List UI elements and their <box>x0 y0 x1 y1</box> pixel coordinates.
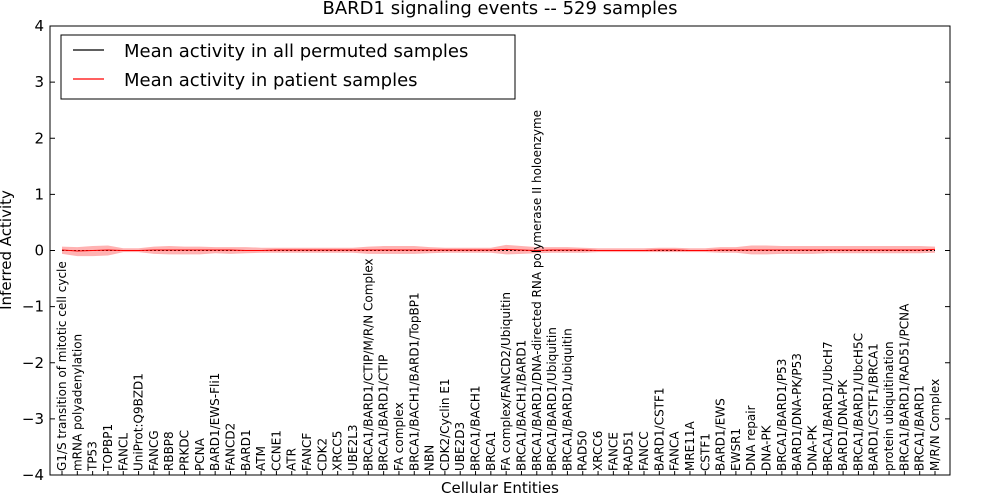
x-tick-label: BRCA1/BARD1/ubiquitin <box>560 328 574 471</box>
x-tick-label: CDK2/Cyclin E1 <box>438 378 452 471</box>
series-layer <box>61 248 936 252</box>
x-tick-label: BARD1/DNA-PK <box>836 379 850 471</box>
y-tick-label: −1 <box>22 298 44 316</box>
x-tick-label: BRCA1/BARD1/P53 <box>775 359 789 471</box>
x-tick-label: PCNA <box>193 437 207 471</box>
x-tick-label: mRNA polyadenylation <box>70 334 84 471</box>
x-tick-label: FANCG <box>147 430 161 471</box>
legend-box <box>60 34 516 100</box>
x-tick-label: TP53 <box>86 441 100 472</box>
x-tick-label: RBBP8 <box>162 431 176 471</box>
x-axis: G1/S transition of mitotic cell cycle mRN… <box>55 110 942 475</box>
x-tick-label: BRCA1/BARD1/Ubiquitin <box>545 327 559 471</box>
y-tick-label: 1 <box>34 185 44 203</box>
y-tick-label: −4 <box>22 466 44 484</box>
x-tick-label: CCNE1 <box>269 430 283 471</box>
x-tick-label: BARD1 <box>239 429 253 471</box>
x-axis-label: Cellular Entities <box>441 479 559 497</box>
y-tick-label: 3 <box>34 73 44 91</box>
x-tick-label: BRCA1/BARD1/CTIP <box>377 355 391 471</box>
y-tick-label: 0 <box>34 242 44 260</box>
x-tick-label: BRCA1/BARD1/DNA-directed RNA polymerase … <box>530 110 544 471</box>
x-tick-label: BRCA1/BARD1/UbcH5C <box>851 333 865 471</box>
y-tick-label: 2 <box>34 129 44 147</box>
y-axis: −4 −3 −2 −1 0 1 2 3 4 <box>22 17 950 484</box>
x-tick-label: BRCA1/BARD1 <box>913 385 927 471</box>
x-tick-label: FANCA <box>668 431 682 471</box>
y-axis-label: Inferred Activity <box>0 190 15 310</box>
x-tick-label: G1/S transition of mitotic cell cycle <box>55 261 69 471</box>
x-tick-label: FANCC <box>637 431 651 471</box>
y-tick-label: −2 <box>22 354 44 372</box>
x-tick-label: NBN <box>423 445 437 471</box>
x-tick-label: RAD51 <box>622 430 636 471</box>
legend-label-permuted: Mean activity in all permuted samples <box>124 41 468 62</box>
series-line-patient <box>61 248 936 252</box>
x-tick-label: BRCA1/BARD1/UbcH7 <box>821 341 835 471</box>
x-tick-label: FA complex <box>392 402 406 471</box>
x-tick-label: FA complex/FANCD2/Ubiquitin <box>499 292 513 471</box>
x-tick-label: BARD1/DNA-PK/P53 <box>790 353 804 471</box>
x-tick-label: M/R/N Complex <box>928 379 942 471</box>
x-tick-label: BARD1/EWS <box>714 398 728 471</box>
x-tick-label: BRCA1/BACH1/BARD1 <box>514 340 528 471</box>
y-tick-label: −3 <box>22 410 44 428</box>
x-tick-label: BRCA1/BACH1/BARD1/TopBP1 <box>407 292 421 471</box>
x-tick-label: BRCA1/BARD1/CTIP/M/R/N Complex <box>361 258 375 471</box>
x-tick-label: FANCF <box>300 433 314 471</box>
x-tick-label: DNA-PK <box>760 424 774 471</box>
x-tick-label: EWSR1 <box>729 428 743 471</box>
x-tick-label: FANCE <box>606 432 620 471</box>
x-tick-label: BARD1/CSTF1 <box>652 387 666 471</box>
x-tick-label: BRCA1/BACH1 <box>469 385 483 471</box>
x-tick-label: BRCA1/BARD1/RAD51/PCNA <box>897 303 911 471</box>
x-tick-label: BARD1/EWS-Fli1 <box>208 373 222 471</box>
legend: Mean activity in all permuted samples Me… <box>60 34 516 100</box>
x-tick-label: ATR <box>285 448 299 471</box>
x-tick-label: MRE11A <box>683 420 697 471</box>
x-tick-label: protein ubiquitination <box>882 341 896 471</box>
chart-title: BARD1 signaling events -- 529 samples <box>323 0 678 19</box>
x-tick-label: UniProt:Q9BZD1 <box>132 373 146 471</box>
y-tick-label: 4 <box>34 17 44 35</box>
x-tick-label: XRCC6 <box>591 431 605 471</box>
x-tick-label: UBE2L3 <box>346 424 360 471</box>
x-tick-label: ATM <box>254 446 268 471</box>
x-tick-label: BRCA1 <box>484 431 498 471</box>
x-tick-label: PRKDC <box>178 430 192 471</box>
x-tick-label: TOPBP1 <box>101 424 115 472</box>
x-tick-label: BARD1/CSTF1/BRCA1 <box>867 343 881 471</box>
x-tick-label: DNA repair <box>744 405 758 471</box>
x-tick-label: UBE2D3 <box>453 422 467 471</box>
x-tick-label: CDK2 <box>315 438 329 471</box>
x-tick-label: XRCC5 <box>331 431 345 471</box>
x-tick-label: FANCL <box>116 433 130 471</box>
x-tick-label: RAD50 <box>576 430 590 471</box>
x-tick-label: DNA-PK <box>805 424 819 471</box>
x-tick-label: FANCD2 <box>223 423 237 471</box>
legend-label-patient: Mean activity in patient samples <box>124 70 418 91</box>
x-tick-label: CSTF1 <box>698 433 712 471</box>
